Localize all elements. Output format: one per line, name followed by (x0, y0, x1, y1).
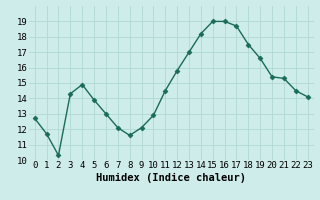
X-axis label: Humidex (Indice chaleur): Humidex (Indice chaleur) (96, 173, 246, 183)
